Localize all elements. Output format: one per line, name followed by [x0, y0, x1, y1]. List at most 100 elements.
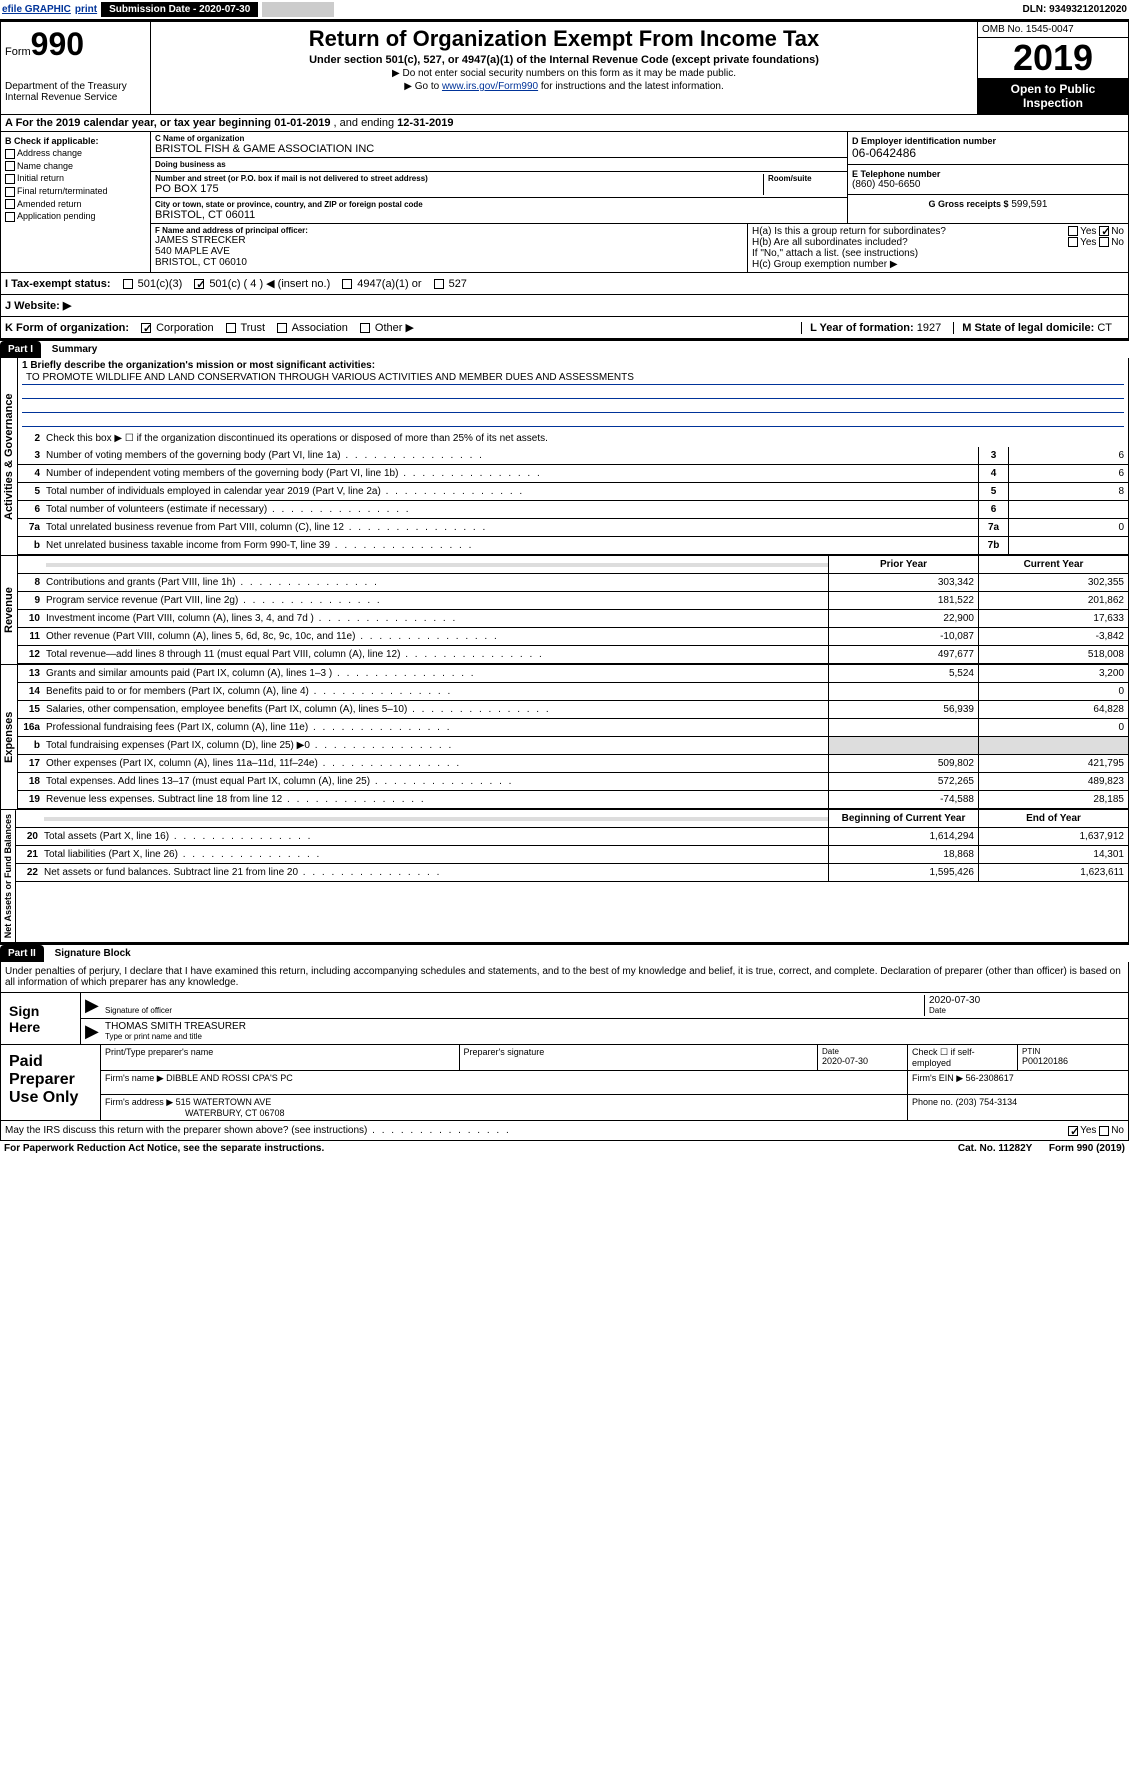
b-opt-0[interactable]: Address change [5, 148, 146, 159]
subtitle: Under section 501(c), 527, or 4947(a)(1)… [155, 54, 973, 66]
addr-val: PO BOX 175 [155, 183, 763, 195]
b-opt-3[interactable]: Final return/terminated [5, 186, 146, 197]
gov-line: 7aTotal unrelated business revenue from … [18, 519, 1128, 537]
f-cell: F Name and address of principal officer:… [151, 224, 748, 272]
exp-line: 18Total expenses. Add lines 13–17 (must … [18, 773, 1128, 791]
exp-line: 16aProfessional fundraising fees (Part I… [18, 719, 1128, 737]
print-link[interactable]: print [75, 4, 97, 15]
paid-label: Paid Preparer Use Only [1, 1045, 101, 1120]
l-val: 1927 [917, 322, 941, 334]
part-ii-header: Part II [0, 945, 44, 962]
klm-row: K Form of organization: Corporation Trus… [0, 317, 1129, 339]
row-a-begin: 01-01-2019 [274, 117, 330, 129]
block-b-to-g: B Check if applicable: Address change Na… [0, 132, 1129, 273]
dln-label: DLN: 93493212012020 [1022, 4, 1127, 15]
exp-section: Expenses 13Grants and similar amounts pa… [0, 665, 1129, 810]
prep-phone: (203) 754-3134 [956, 1097, 1018, 1107]
hdr-prior: Prior Year [828, 556, 978, 573]
f-h-row: F Name and address of principal officer:… [151, 223, 1128, 272]
rev-line: 11Other revenue (Part VIII, column (A), … [18, 628, 1128, 646]
vert-rev: Revenue [1, 556, 18, 664]
blank-field [262, 2, 334, 17]
part-i-header: Part I [0, 341, 41, 358]
line2-text: Check this box ▶ ☐ if the organization d… [46, 431, 1128, 446]
efile-link[interactable]: efile GRAPHIC [2, 4, 71, 15]
net-line: 20Total assets (Part X, line 16)1,614,29… [16, 828, 1128, 846]
org-name: BRISTOL FISH & GAME ASSOCIATION INC [155, 143, 843, 155]
j-label: J Website: ▶ [5, 299, 71, 312]
gov-line: 4Number of independent voting members of… [18, 465, 1128, 483]
header-left: Form 990 Department of the Treasury Inte… [1, 22, 151, 114]
part-ii-header-row: Part II Signature Block [0, 943, 1129, 962]
exp-line: 13Grants and similar amounts paid (Part … [18, 665, 1128, 683]
gov-line: 5Total number of individuals employed in… [18, 483, 1128, 501]
b-opt-2[interactable]: Initial return [5, 173, 146, 184]
exp-line: 15Salaries, other compensation, employee… [18, 701, 1128, 719]
header-right: OMB No. 1545-0047 2019 Open to Public In… [978, 22, 1128, 114]
exp-line: bTotal fundraising expenses (Part IX, co… [18, 737, 1128, 755]
discuss-row: May the IRS discuss this return with the… [0, 1121, 1129, 1141]
sig-officer-label: Signature of officer [105, 1006, 924, 1015]
omb-number: OMB No. 1545-0047 [978, 22, 1128, 38]
c-name-label: C Name of organization [155, 134, 843, 143]
firm-addr2: WATERBURY, CT 06708 [185, 1108, 285, 1118]
header-mid: Return of Organization Exempt From Incom… [151, 22, 978, 114]
row-a-mid: , and ending [334, 117, 398, 129]
officer-addr2: BRISTOL, CT 06010 [155, 257, 743, 268]
prep-sig-label: Preparer's signature [464, 1047, 814, 1057]
exp-line: 14Benefits paid to or for members (Part … [18, 683, 1128, 701]
b-opt-1[interactable]: Name change [5, 161, 146, 172]
col-deg: D Employer identification number 06-0642… [848, 132, 1128, 223]
firm-addr-label: Firm's address ▶ [105, 1097, 173, 1107]
f-label: F Name and address of principal officer: [155, 226, 743, 235]
exp-line: 19Revenue less expenses. Subtract line 1… [18, 791, 1128, 809]
irs-link[interactable]: www.irs.gov/Form990 [442, 81, 538, 92]
open-public: Open to Public Inspection [978, 78, 1128, 114]
rev-line: 10Investment income (Part VIII, column (… [18, 610, 1128, 628]
net-line: 22Net assets or fund balances. Subtract … [16, 864, 1128, 882]
prep-name-label: Print/Type preparer's name [105, 1047, 455, 1057]
vert-net: Net Assets or Fund Balances [1, 810, 16, 942]
check-self[interactable]: Check ☐ if self-employed [908, 1045, 1018, 1070]
rev-line: 9Program service revenue (Part VIII, lin… [18, 592, 1128, 610]
sig-date-val: 2020-07-30 [929, 995, 1124, 1006]
vert-exp: Expenses [1, 665, 18, 809]
gross-receipts: 599,591 [1011, 199, 1047, 210]
part-ii-title: Signature Block [55, 948, 131, 959]
hdr-end: End of Year [978, 810, 1128, 827]
exp-line: 17Other expenses (Part IX, column (A), l… [18, 755, 1128, 773]
officer-addr1: 540 MAPLE AVE [155, 246, 743, 257]
bottom-line: For Paperwork Reduction Act Notice, see … [0, 1141, 1129, 1156]
hdr-current: Current Year [978, 556, 1128, 573]
form-word: Form [5, 46, 31, 58]
form-foot: Form 990 (2019) [1049, 1143, 1125, 1154]
row-a-pre: A For the 2019 calendar year, or tax yea… [5, 117, 274, 129]
discuss-text: May the IRS discuss this return with the… [5, 1125, 511, 1136]
form-header: Form 990 Department of the Treasury Inte… [0, 21, 1129, 115]
net-section: Net Assets or Fund Balances Beginning of… [0, 810, 1129, 943]
b-opt-5[interactable]: Application pending [5, 211, 146, 222]
rev-line: 12Total revenue—add lines 8 through 11 (… [18, 646, 1128, 664]
sign-here: Sign Here [1, 993, 81, 1044]
i-label: I Tax-exempt status: [5, 278, 111, 290]
goto-line: ▶ Go to www.irs.gov/Form990 for instruct… [155, 81, 973, 92]
mission-text: TO PROMOTE WILDLIFE AND LAND CONSERVATIO… [22, 371, 1124, 385]
part-i-title: Summary [52, 344, 98, 355]
ein-val: 06-0642486 [852, 146, 1124, 160]
row-a: A For the 2019 calendar year, or tax yea… [0, 115, 1129, 132]
firm-name-label: Firm's name ▶ [105, 1073, 164, 1083]
city-val: BRISTOL, CT 06011 [155, 209, 843, 221]
firm-ein: 56-2308617 [966, 1073, 1014, 1083]
goto-pre: ▶ Go to [404, 81, 442, 92]
submission-date-btn: Submission Date - 2020-07-30 [101, 2, 258, 17]
sig-block: Under penalties of perjury, I declare th… [0, 962, 1129, 1045]
gov-line: 6Total number of volunteers (estimate if… [18, 501, 1128, 519]
b-opt-4[interactable]: Amended return [5, 199, 146, 210]
g-label: G Gross receipts $ [929, 199, 1009, 209]
addr-label: Number and street (or P.O. box if mail i… [155, 174, 763, 183]
prep-date: 2020-07-30 [822, 1056, 903, 1066]
hb-note: If "No," attach a list. (see instruction… [752, 248, 1124, 259]
e-label: E Telephone number [852, 169, 1124, 179]
mission-label: 1 Briefly describe the organization's mi… [22, 360, 1124, 371]
name-label: Type or print name and title [105, 1032, 1124, 1041]
